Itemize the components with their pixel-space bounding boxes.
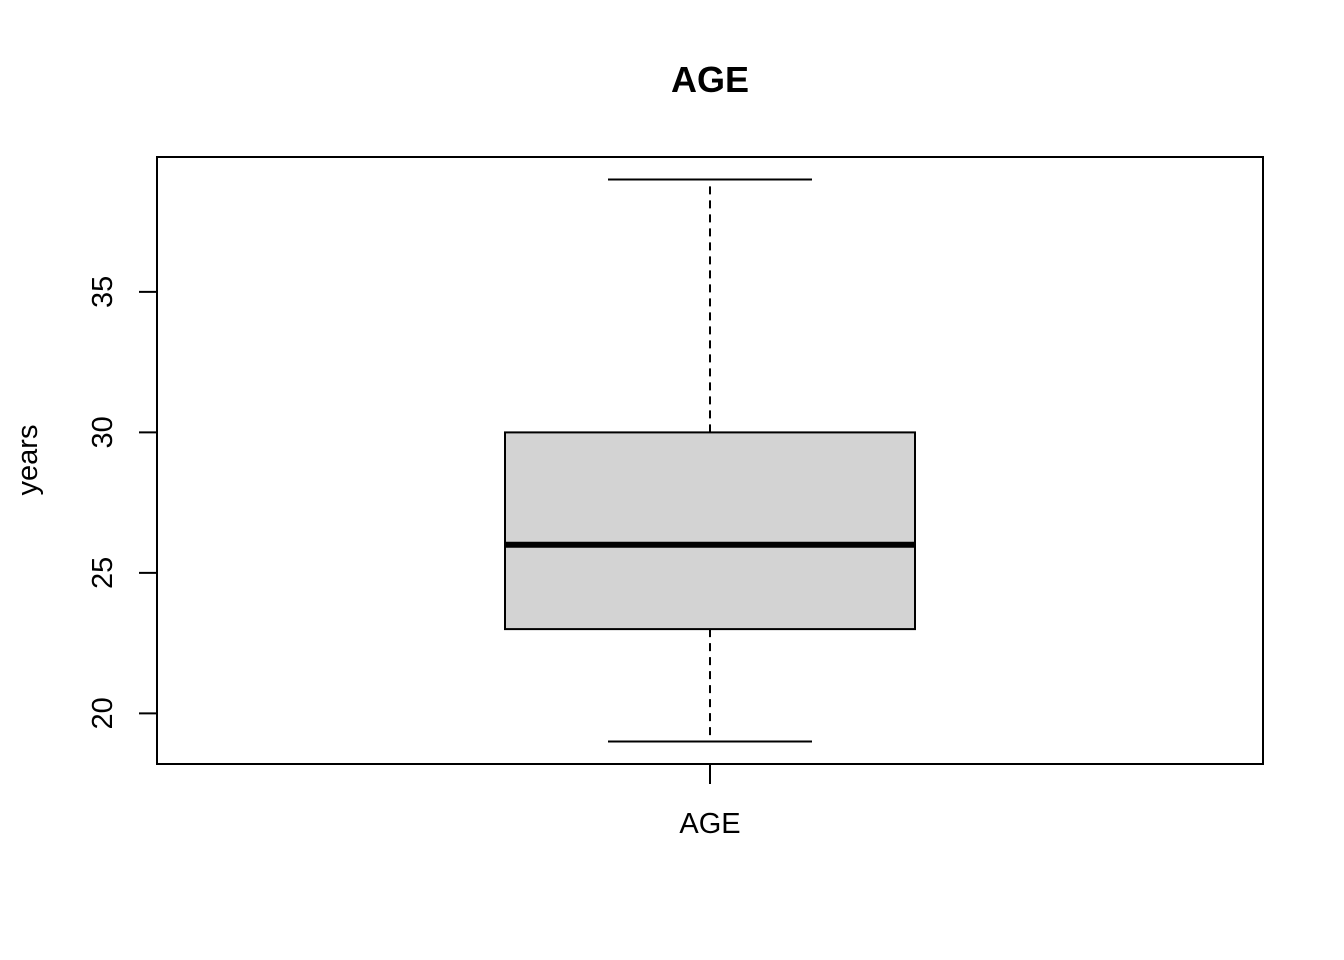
box: [504, 178, 916, 743]
x-axis: AGE: [679, 764, 741, 840]
y-tick-label: 35: [87, 276, 119, 308]
y-tick-label: 30: [87, 416, 119, 448]
iqr-box: [504, 431, 916, 631]
y-axis-label: years: [12, 425, 44, 496]
x-tick-label: AGE: [679, 808, 740, 840]
y-axis: 20 25 30 35: [87, 276, 158, 730]
chart-title: AGE: [671, 59, 749, 100]
box-group: [504, 178, 916, 743]
y-tick-label: 20: [87, 697, 119, 729]
y-tick-label: 25: [87, 557, 119, 589]
